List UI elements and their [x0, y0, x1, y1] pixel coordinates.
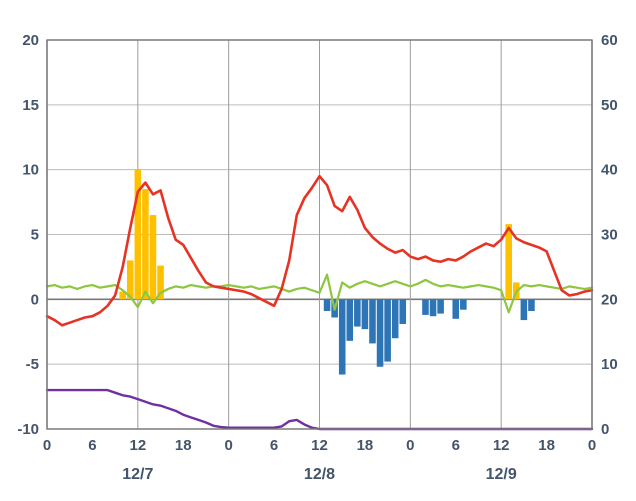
chart-container: 積雪以外 安塚 積雪 — [0, 0, 636, 501]
weather-snow-chart-canvas — [0, 0, 636, 501]
